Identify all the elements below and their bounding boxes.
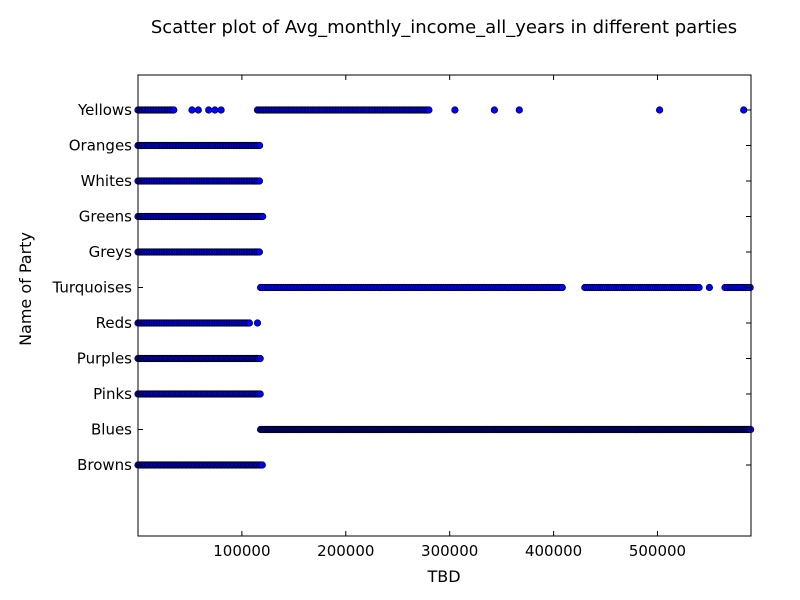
data-point (255, 248, 264, 256)
data-point (258, 461, 266, 469)
data-point (425, 106, 433, 114)
data-point (170, 106, 178, 114)
data-point (256, 390, 264, 398)
y-tick-label: Whites (81, 172, 133, 190)
x-tick-label: 300000 (421, 542, 478, 560)
y-tick-label: Pinks (93, 385, 132, 403)
data-point (259, 212, 267, 221)
chart-title: Scatter plot of Avg_monthly_income_all_y… (151, 17, 737, 38)
data-point (256, 354, 264, 363)
data-point (655, 106, 664, 114)
x-axis: 100000 200000 300000 400000 500000 (213, 75, 686, 560)
y-tick-label: Browns (77, 456, 132, 474)
y-axis: Browns Blues Pinks Purples Reds Turquoises Gre… (51, 101, 751, 474)
y-tick-label: Oranges (69, 137, 132, 155)
data-point (217, 106, 225, 114)
data-point (245, 319, 253, 327)
data-point (705, 283, 714, 292)
data-point (515, 106, 523, 114)
x-tick-label: 500000 (629, 542, 686, 560)
data-point (490, 106, 499, 114)
y-tick-label: Reds (96, 314, 132, 332)
x-axis-label: TBD (426, 567, 460, 586)
data-point (194, 106, 202, 114)
y-tick-label: Purples (77, 350, 132, 368)
x-tick-label: 100000 (213, 542, 270, 560)
data-point (451, 106, 459, 114)
data-point (256, 141, 264, 150)
plot-frame (137, 74, 752, 537)
data-point (188, 106, 196, 114)
y-axis-label: Name of Party (16, 232, 35, 346)
data-point (205, 106, 213, 114)
x-tick-label: 200000 (317, 542, 374, 560)
y-tick-label: Turquoises (51, 279, 132, 297)
data-point (695, 283, 703, 292)
data-point (211, 106, 219, 114)
data-point (253, 319, 262, 327)
data-point (558, 283, 566, 292)
x-tick-label: 400000 (525, 542, 582, 560)
y-tick-label: Greys (89, 243, 133, 261)
y-tick-label: Blues (91, 421, 132, 439)
data-points (134, 106, 755, 469)
data-point (255, 177, 264, 185)
y-tick-label: Greens (79, 208, 132, 226)
y-tick-label: Yellows (77, 101, 132, 119)
